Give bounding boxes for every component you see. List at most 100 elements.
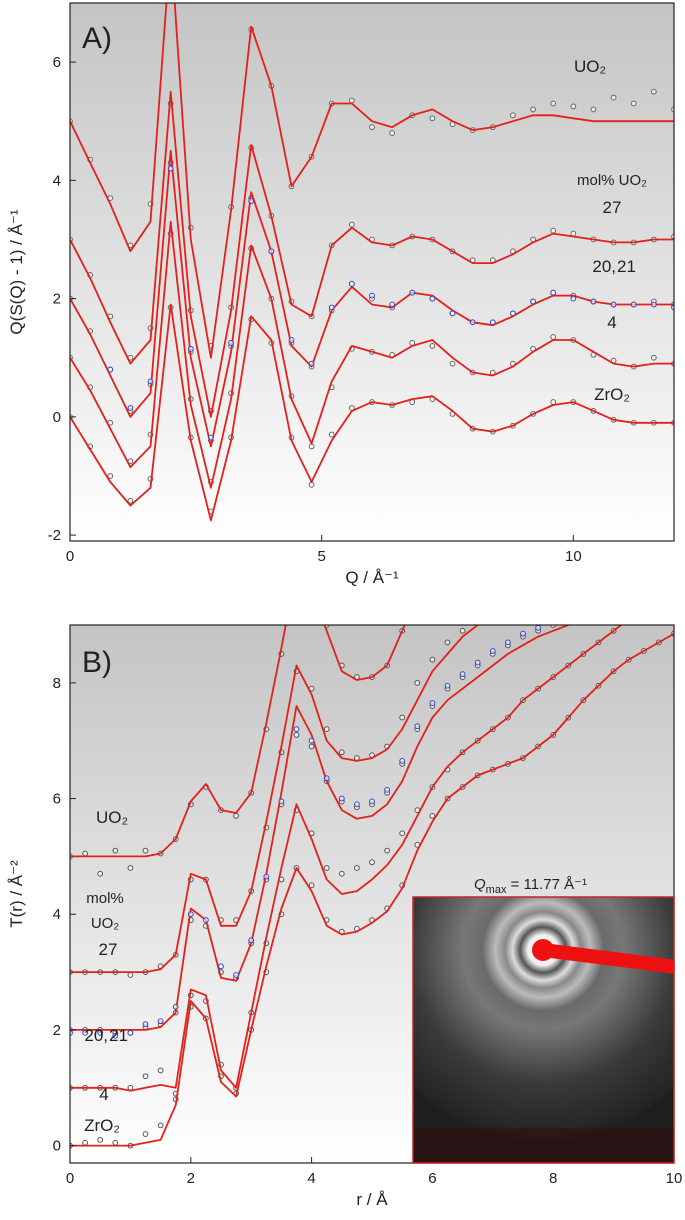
data-point <box>611 599 616 604</box>
data-point <box>157 1018 164 1025</box>
data-point <box>570 230 577 237</box>
data-point <box>142 1131 149 1137</box>
data-point <box>530 106 536 113</box>
data-point <box>338 870 345 877</box>
data-point <box>590 298 597 305</box>
x-tick-label: 10 <box>666 1170 683 1187</box>
data-point <box>641 553 646 558</box>
data-point <box>581 576 586 581</box>
data-point <box>596 571 601 576</box>
data-point <box>610 301 617 308</box>
fit-line <box>70 625 623 1092</box>
x-axis-title: r / Å <box>356 1190 388 1209</box>
data-point <box>97 1136 104 1143</box>
fit-line <box>70 632 674 1147</box>
data-point <box>590 106 597 113</box>
y-tick-label: 0 <box>53 409 61 426</box>
data-point <box>268 248 275 255</box>
data-point <box>308 743 315 750</box>
data-point <box>308 481 315 488</box>
annotation: mol% <box>86 890 124 907</box>
chart-panel: 0 5 10 -2 0 2 4 6 <box>48 2 675 565</box>
series-label: 20, <box>84 1026 108 1045</box>
data-point <box>127 497 134 504</box>
data-point <box>233 813 240 819</box>
data-point <box>429 295 436 302</box>
y-tick-label: 2 <box>53 291 61 308</box>
data-point <box>550 227 557 234</box>
series-label: ZrO₂ <box>594 385 630 404</box>
data-point <box>536 594 541 599</box>
fit-line <box>70 90 674 418</box>
data-point <box>293 732 300 738</box>
data-point <box>82 1029 88 1036</box>
data-point <box>288 337 295 343</box>
data-point <box>429 813 436 819</box>
data-point <box>550 289 557 296</box>
fit-line <box>70 149 674 448</box>
x-tick-label: 5 <box>317 548 325 565</box>
data-point <box>384 847 391 854</box>
data-point <box>328 431 335 438</box>
data-point <box>566 614 571 619</box>
data-point <box>449 360 456 367</box>
data-point <box>338 795 345 802</box>
data-point <box>203 917 209 923</box>
data-point <box>112 1032 119 1039</box>
data-point <box>626 594 631 599</box>
data-point <box>389 301 396 308</box>
series-label: 20, <box>592 257 616 276</box>
plot-area <box>70 3 674 522</box>
annotation: UO₂ <box>91 915 120 932</box>
data-point <box>610 94 617 101</box>
data-point <box>596 605 601 610</box>
data-point <box>657 579 662 584</box>
y-axis-title: Q(S(Q) - 1) / Å⁻¹ <box>7 209 26 334</box>
data-point <box>97 1029 104 1036</box>
data-point <box>530 298 536 305</box>
data-point <box>581 608 586 613</box>
data-point <box>308 443 315 450</box>
data-point <box>449 310 456 317</box>
data-point <box>142 1021 149 1028</box>
data-point <box>82 1139 88 1146</box>
y-tick-label: 6 <box>53 791 61 808</box>
data-point <box>323 865 330 871</box>
data-point <box>657 582 662 587</box>
x-tick-label: 4 <box>307 1170 315 1187</box>
data-point <box>657 599 662 604</box>
inset-label-part: = 11.77 Å⁻¹ <box>506 876 587 893</box>
data-point <box>474 659 481 666</box>
data-point <box>581 611 586 616</box>
data-point <box>566 582 571 587</box>
data-point <box>429 343 436 349</box>
series-label: 4 <box>607 313 616 332</box>
data-point <box>459 627 466 634</box>
data-point <box>641 585 646 590</box>
data-point <box>369 859 375 866</box>
data-point <box>552 625 554 626</box>
data-point <box>505 639 511 646</box>
data-point <box>369 798 375 805</box>
data-point <box>469 319 476 326</box>
data-point <box>489 319 496 326</box>
data-point <box>354 865 360 871</box>
data-point <box>626 591 631 596</box>
data-point <box>248 198 255 204</box>
data-point <box>308 360 315 367</box>
panel-label: B) <box>82 646 112 679</box>
inset-label-part: Q <box>474 876 486 893</box>
series-label: 27 <box>603 198 622 217</box>
x-axis-title: Q / Å⁻¹ <box>345 568 399 587</box>
data-point <box>657 547 662 552</box>
data-point <box>348 280 355 287</box>
data-point <box>506 605 511 610</box>
annotation: mol% UO₂ <box>577 172 647 189</box>
series-label: 21 <box>617 257 636 276</box>
data-point <box>308 737 315 744</box>
series-label: 27 <box>99 940 118 959</box>
data-point <box>354 801 360 808</box>
data-point <box>278 798 285 805</box>
data-point <box>626 617 631 622</box>
